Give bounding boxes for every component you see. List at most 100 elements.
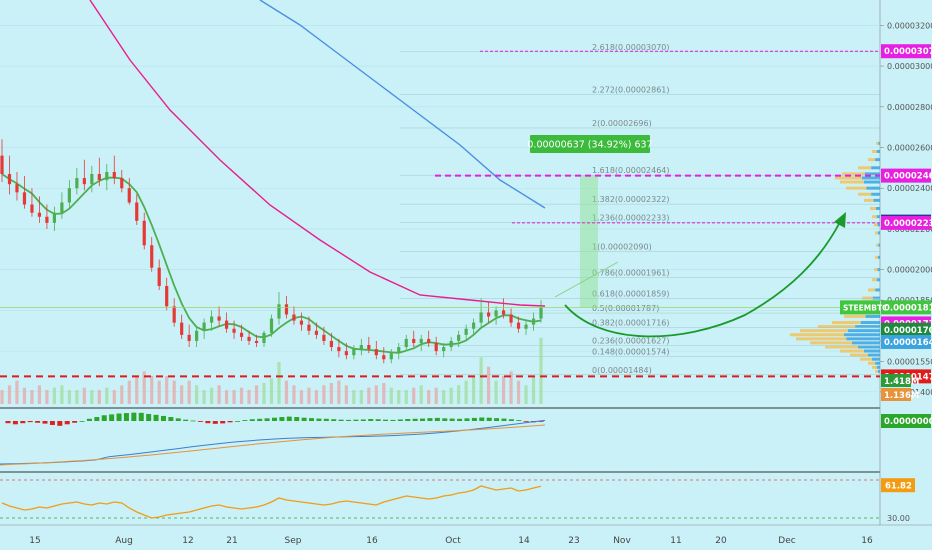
- volume-bar: [105, 387, 109, 404]
- candle-down: [22, 192, 27, 205]
- candle-down: [37, 212, 42, 217]
- volume-bar: [434, 387, 438, 404]
- candle-up: [359, 345, 363, 350]
- profile-bar-up: [864, 198, 874, 202]
- profile-bar-up: [872, 365, 877, 369]
- candle-down: [165, 285, 169, 307]
- macd-label-text: 0.00000006: [884, 417, 932, 427]
- macd-hist-bar: [12, 421, 18, 425]
- candle-up: [457, 334, 461, 341]
- fib-label: 0.786(0.00001961): [592, 269, 670, 278]
- macd-hist-bar: [35, 421, 41, 423]
- profile-bar-down: [864, 172, 880, 176]
- price-tick-label: 0.00002800: [887, 103, 932, 112]
- macd-hist-bar: [420, 418, 426, 421]
- candle-down: [112, 171, 116, 179]
- volume-label-text: 1.136M: [884, 391, 919, 401]
- profile-bar-down: [878, 369, 880, 373]
- volume-bars: [0, 337, 543, 404]
- volume-profile: [790, 141, 880, 373]
- macd-hist-bar: [390, 419, 396, 421]
- time-tick-label: Sep: [285, 536, 302, 546]
- macd-hist-bar: [109, 414, 115, 421]
- volume-bar: [329, 383, 333, 404]
- profile-bar-up: [840, 349, 864, 353]
- macd-hist-bar: [57, 421, 63, 426]
- macd-hist-bar: [286, 416, 292, 421]
- price-label-box: [881, 215, 931, 230]
- candle-up: [531, 318, 536, 325]
- candle-up: [397, 347, 401, 354]
- time-tick-label: Dec: [778, 536, 795, 546]
- macd-hist-bar: [508, 419, 514, 421]
- candle-up: [352, 349, 356, 356]
- fib-label: 1.382(0.00002322): [592, 195, 670, 204]
- price-label-box: [881, 322, 931, 337]
- candle-down: [344, 351, 348, 356]
- candle-down: [97, 173, 101, 181]
- ma-slow-line: [259, 0, 546, 209]
- candle-down: [0, 155, 4, 174]
- fib-label: 0.236(0.00001627): [592, 337, 670, 346]
- volume-bar: [150, 376, 154, 404]
- profile-bar-down: [878, 243, 880, 247]
- candle-down: [157, 267, 161, 286]
- profile-bar-up: [858, 192, 872, 196]
- profile-bar-up: [872, 215, 877, 219]
- time-tick-label: 16: [861, 536, 873, 546]
- profile-bar-down: [865, 314, 880, 318]
- profile-bar-down: [876, 149, 880, 153]
- macd-hist-bar: [323, 418, 329, 421]
- macd-hist-bar: [405, 419, 411, 421]
- volume-bar: [82, 387, 86, 404]
- volume-bar: [239, 387, 244, 404]
- rsi-value-box: [881, 478, 915, 493]
- macd-hist-bar: [116, 413, 122, 421]
- profile-bar-up: [876, 141, 879, 145]
- fib-label: 1.236(0.00002233): [592, 213, 670, 222]
- macd-hist-bar: [27, 421, 33, 423]
- macd-hist-bar: [442, 418, 448, 421]
- fib-label: 2.618(0.00003070): [592, 43, 670, 52]
- candle-up: [524, 324, 528, 329]
- volume-bar: [15, 380, 19, 404]
- fib-label: 2(0.00002696): [592, 119, 652, 128]
- macd-hist-bar: [501, 418, 507, 421]
- volume-bar: [97, 390, 101, 404]
- price-tick-label: 0.00003200: [887, 21, 932, 30]
- candle-down: [180, 322, 184, 335]
- volume-bar: [202, 390, 206, 404]
- macd-hist-bar: [331, 419, 337, 421]
- fib-label: 0.382(0.00001716): [592, 319, 670, 328]
- symbol-label-box: [840, 300, 880, 315]
- profile-bar-down: [877, 268, 880, 272]
- fib-label: 0.148(0.00001574): [592, 347, 670, 356]
- volume-bar: [472, 376, 476, 404]
- profile-bar-down: [868, 353, 880, 357]
- candle-down: [187, 334, 191, 341]
- profile-bar-down: [877, 223, 880, 227]
- volume-bar: [337, 380, 341, 404]
- volume-bar: [509, 371, 513, 404]
- price-tick-label: 0.00002600: [887, 144, 932, 153]
- profile-bar-down: [872, 296, 880, 300]
- macd-hist-bar: [301, 417, 307, 421]
- macd-hist-bar: [190, 420, 196, 422]
- macd-hist-bar: [146, 413, 152, 421]
- profile-bar-up: [846, 186, 867, 190]
- candle-up: [67, 188, 71, 203]
- candle-down: [150, 245, 154, 268]
- macd-hist-bar: [397, 419, 403, 421]
- time-tick-label: 16: [366, 536, 378, 546]
- profile-bar-down: [876, 365, 880, 369]
- candle-down: [45, 216, 49, 223]
- volume-bar: [180, 385, 184, 404]
- macd-hist-bar: [309, 418, 315, 421]
- drawings: 0.00000637 (34.92%) 637: [527, 135, 846, 338]
- profile-bar-up: [844, 314, 866, 318]
- profile-bar-down: [876, 215, 880, 219]
- candle-up: [472, 322, 476, 329]
- horizontal-lines: [0, 50, 880, 378]
- price-label-text: 0.00002462: [884, 172, 932, 182]
